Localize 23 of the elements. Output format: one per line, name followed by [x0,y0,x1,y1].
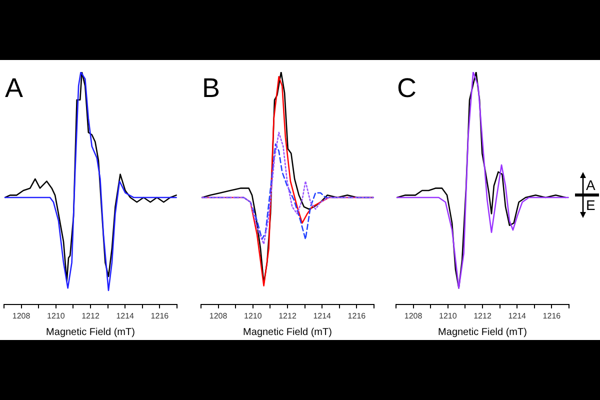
x-axis-title: Magnetic Field (mT) [438,326,527,338]
x-tick-label: 1212 [82,311,100,320]
x-axis-title: Magnetic Field (mT) [243,326,332,338]
text: E [586,197,596,213]
chart-title: B [202,72,220,103]
x-tick-label: 1212 [278,311,297,320]
chart-title: C [397,72,416,103]
x-tick-label: 1214 [313,311,332,320]
x-tick-label: 1216 [150,311,170,320]
x-tick-label: 1208 [404,311,423,320]
x-tick-label: 1210 [439,311,458,320]
x-tick-label: 1208 [12,311,31,320]
x-tick-label: 1210 [244,311,262,320]
x-axis-title: Magnetic Field (mT) [46,326,135,338]
x-tick-label: 1216 [348,311,366,320]
x-tick-label: 1214 [116,311,135,320]
chart-title: A [5,72,24,103]
x-tick-label: 1210 [47,311,66,320]
x-tick-label: 1214 [508,311,527,320]
x-tick-label: 1216 [542,311,562,320]
text: A [586,177,596,193]
x-tick-label: 1208 [209,311,228,320]
x-tick-label: 1212 [474,311,492,320]
